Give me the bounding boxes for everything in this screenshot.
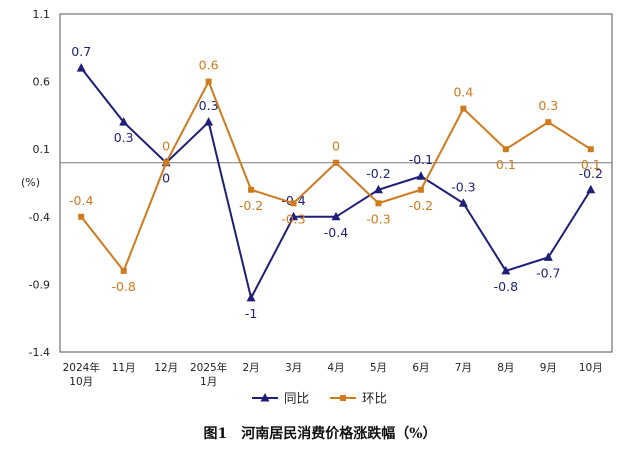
x-tick-label-line: 2024年 [63,361,100,374]
x-tick-label: 10月 [579,362,603,374]
data-point-同比 [119,117,129,126]
data-label-环比: -0.8 [111,279,135,294]
data-point-同比 [204,117,214,126]
data-point-同比 [501,265,511,275]
data-point-环比 [290,200,297,207]
data-point-同比 [289,211,299,221]
x-tick-label-line: 11月 [112,362,136,374]
data-point-环比 [78,213,85,220]
data-point-环比 [120,267,127,274]
x-tick-label: 9月 [540,362,557,374]
x-tick-label: 2月 [242,362,259,374]
y-tick-label: -0.4 [29,211,50,224]
data-point-同比 [331,211,341,221]
x-tick-label-line: 8月 [497,362,514,374]
x-tick-label: 7月 [455,362,472,374]
x-tick-label: 8月 [497,362,514,374]
data-label-环比: 0.3 [538,98,558,113]
legend-marker [260,393,270,402]
x-tick-label-line: 7月 [455,362,472,374]
data-point-环比 [163,159,170,166]
data-point-同比 [458,198,468,207]
data-label-环比: -0.2 [239,198,263,213]
x-tick-label: 5月 [370,362,387,374]
data-label-同比: -0.2 [366,166,390,181]
data-point-同比 [246,292,256,302]
x-tick-label: 12月 [154,362,178,374]
chart-title: 图1 河南居民消费价格涨跌幅（%） [203,426,437,442]
x-tick-label: 6月 [412,362,429,374]
data-label-环比: 0 [332,139,340,154]
x-tick-label-line: 3月 [285,362,302,374]
data-label-环比: -0.4 [69,193,93,208]
data-point-同比 [76,63,86,72]
x-tick-label-line: 9月 [540,362,557,374]
data-point-环比 [205,78,212,85]
data-point-同比 [543,252,553,261]
legend-label: 同比 [284,391,309,406]
data-label-环比: -0.2 [409,198,433,213]
data-point-环比 [375,200,382,207]
data-label-同比: -0.7 [536,265,560,280]
data-label-环比: 0.4 [453,85,473,100]
data-point-同比 [586,184,596,194]
x-tick-label: 2025年 1月 [190,361,227,388]
data-point-环比 [417,186,424,193]
x-tick-label-line: 4月 [327,362,344,374]
data-label-同比: 0.3 [114,130,134,145]
legend-label: 环比 [362,391,387,406]
x-tick-label: 11月 [112,362,136,374]
series-line-环比 [80,79,592,273]
x-tick-label: 2024年 10月 [63,361,100,388]
data-label-同比: -1 [245,306,257,321]
data-point-环比 [248,186,255,193]
y-tick-label: -0.9 [29,278,50,291]
legend-marker [340,395,346,401]
data-label-同比: -0.1 [409,152,433,167]
data-point-环比 [460,105,467,112]
x-tick-label-line: 1月 [200,376,217,388]
x-tick-label-line: 2月 [242,362,259,374]
x-tick-label-line: 10月 [579,362,603,374]
data-label-同比: 0 [162,171,170,186]
data-label-环比: 0.1 [581,157,601,172]
data-label-同比: 0.3 [199,98,219,113]
plot-area-border [59,13,613,353]
data-label-环比: 0.1 [496,157,516,172]
x-tick-label-line: 2025年 [190,361,227,374]
data-label-同比: -0.2 [579,166,603,181]
y-tick-label: -1.4 [29,346,50,359]
x-tick-label-line: 6月 [412,362,429,374]
x-tick-label-line: 5月 [370,362,387,374]
y-tick-label: 0.1 [33,143,51,156]
y-tick-label: 0.6 [33,76,51,89]
data-point-同比 [416,171,426,180]
data-label-环比: -0.3 [366,211,390,226]
data-label-环比: 0.6 [199,58,219,73]
data-point-环比 [502,146,509,153]
data-label-同比: 0.7 [71,44,91,59]
data-label-环比: -0.3 [281,211,305,226]
data-point-环比 [545,119,552,126]
data-label-同比: -0.3 [451,179,475,194]
data-point-环比 [587,146,594,153]
data-label-环比: 0 [162,139,170,154]
data-point-同比 [373,184,383,194]
x-tick-label-line: 12月 [154,362,178,374]
x-tick-label-line: 10月 [69,376,93,388]
y-axis-label: (%) [21,176,41,189]
y-tick-label: 1.1 [33,8,51,21]
x-tick-label: 4月 [327,362,344,374]
data-label-同比: -0.4 [324,225,348,240]
x-tick-label: 3月 [285,362,302,374]
data-label-同比: -0.8 [494,279,518,294]
data-point-环比 [333,159,339,166]
